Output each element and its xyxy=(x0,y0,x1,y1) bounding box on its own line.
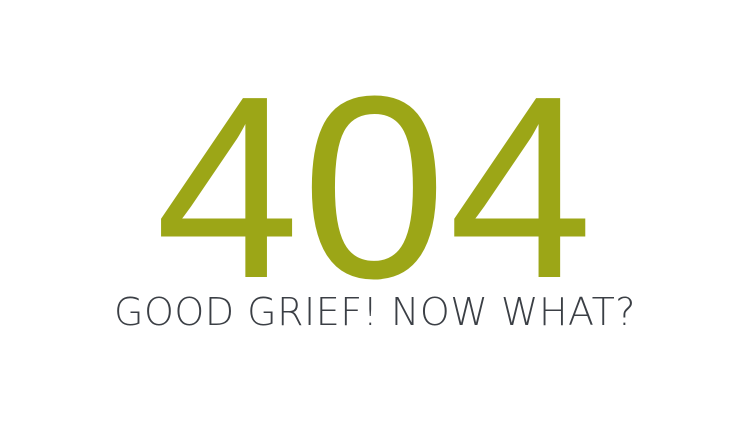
error-code-heading: 404 xyxy=(155,43,595,333)
error-message: GOOD GRIEF! NOW WHAT? xyxy=(114,290,636,334)
